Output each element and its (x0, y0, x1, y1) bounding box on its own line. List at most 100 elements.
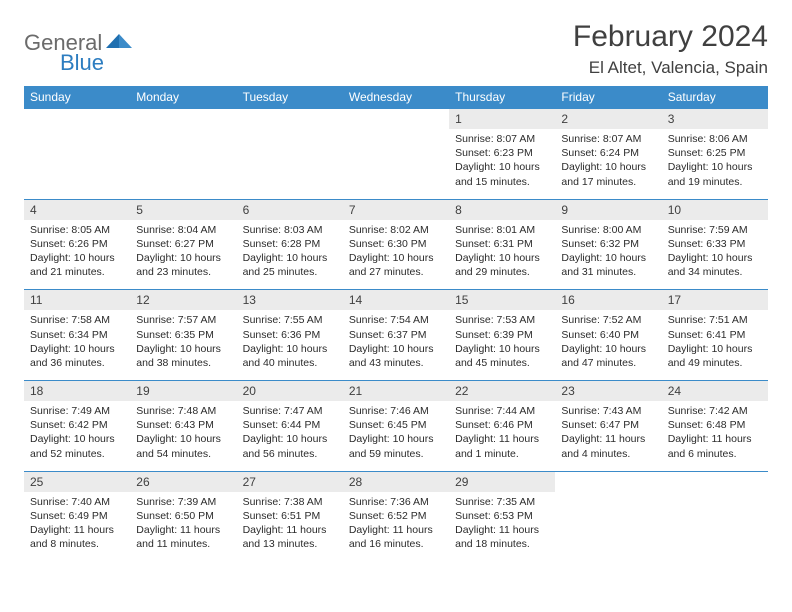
day-header-cell: Friday (555, 86, 661, 109)
sunset-text: Sunset: 6:25 PM (668, 146, 762, 160)
data-row: Sunrise: 8:05 AMSunset: 6:26 PMDaylight:… (24, 220, 768, 290)
sunrise-text: Sunrise: 8:06 AM (668, 132, 762, 146)
daylight-text-2: and 43 minutes. (349, 356, 443, 370)
daylight-text-2: and 36 minutes. (30, 356, 124, 370)
data-cell: Sunrise: 7:55 AMSunset: 6:36 PMDaylight:… (237, 310, 343, 380)
sunset-text: Sunset: 6:43 PM (136, 418, 230, 432)
day-header-cell: Monday (130, 86, 236, 109)
sunset-text: Sunset: 6:24 PM (561, 146, 655, 160)
data-cell: Sunrise: 7:44 AMSunset: 6:46 PMDaylight:… (449, 401, 555, 471)
daylight-text-2: and 13 minutes. (243, 537, 337, 551)
sunset-text: Sunset: 6:48 PM (668, 418, 762, 432)
date-cell: 17 (662, 290, 768, 311)
sunset-text: Sunset: 6:35 PM (136, 328, 230, 342)
date-cell: 19 (130, 381, 236, 402)
sunset-text: Sunset: 6:31 PM (455, 237, 549, 251)
daylight-text-2: and 29 minutes. (455, 265, 549, 279)
day-header-cell: Saturday (662, 86, 768, 109)
date-cell (662, 471, 768, 492)
sunrise-text: Sunrise: 7:58 AM (30, 313, 124, 327)
data-cell: Sunrise: 7:54 AMSunset: 6:37 PMDaylight:… (343, 310, 449, 380)
sunset-text: Sunset: 6:42 PM (30, 418, 124, 432)
daylight-text-1: Daylight: 10 hours (349, 432, 443, 446)
date-row: 2526272829 (24, 471, 768, 492)
sunset-text: Sunset: 6:52 PM (349, 509, 443, 523)
sunset-text: Sunset: 6:49 PM (30, 509, 124, 523)
sunset-text: Sunset: 6:23 PM (455, 146, 549, 160)
sunrise-text: Sunrise: 8:02 AM (349, 223, 443, 237)
day-header-cell: Thursday (449, 86, 555, 109)
daylight-text-1: Daylight: 10 hours (30, 251, 124, 265)
daylight-text-1: Daylight: 10 hours (455, 342, 549, 356)
data-cell: Sunrise: 7:59 AMSunset: 6:33 PMDaylight:… (662, 220, 768, 290)
logo-text-blue: Blue (60, 50, 104, 76)
daylight-text-2: and 18 minutes. (455, 537, 549, 551)
data-cell: Sunrise: 8:06 AMSunset: 6:25 PMDaylight:… (662, 129, 768, 199)
sunset-text: Sunset: 6:30 PM (349, 237, 443, 251)
sunrise-text: Sunrise: 7:47 AM (243, 404, 337, 418)
date-cell: 18 (24, 381, 130, 402)
daylight-text-1: Daylight: 11 hours (561, 432, 655, 446)
sunrise-text: Sunrise: 7:59 AM (668, 223, 762, 237)
data-cell: Sunrise: 7:40 AMSunset: 6:49 PMDaylight:… (24, 492, 130, 562)
sunset-text: Sunset: 6:32 PM (561, 237, 655, 251)
daylight-text-2: and 15 minutes. (455, 175, 549, 189)
date-cell: 6 (237, 199, 343, 220)
date-row: 11121314151617 (24, 290, 768, 311)
daylight-text-1: Daylight: 10 hours (243, 251, 337, 265)
date-cell (343, 109, 449, 130)
sunrise-text: Sunrise: 7:46 AM (349, 404, 443, 418)
date-row: 18192021222324 (24, 381, 768, 402)
day-header-cell: Sunday (24, 86, 130, 109)
sunset-text: Sunset: 6:36 PM (243, 328, 337, 342)
date-cell: 16 (555, 290, 661, 311)
date-cell: 7 (343, 199, 449, 220)
sunrise-text: Sunrise: 8:04 AM (136, 223, 230, 237)
daylight-text-2: and 17 minutes. (561, 175, 655, 189)
data-cell: Sunrise: 7:52 AMSunset: 6:40 PMDaylight:… (555, 310, 661, 380)
data-cell: Sunrise: 8:03 AMSunset: 6:28 PMDaylight:… (237, 220, 343, 290)
date-cell: 4 (24, 199, 130, 220)
daylight-text-1: Daylight: 11 hours (243, 523, 337, 537)
date-cell: 25 (24, 471, 130, 492)
daylight-text-2: and 45 minutes. (455, 356, 549, 370)
daylight-text-2: and 4 minutes. (561, 447, 655, 461)
date-cell (130, 109, 236, 130)
daylight-text-1: Daylight: 10 hours (243, 342, 337, 356)
sunset-text: Sunset: 6:37 PM (349, 328, 443, 342)
daylight-text-1: Daylight: 11 hours (136, 523, 230, 537)
date-cell: 9 (555, 199, 661, 220)
date-cell: 15 (449, 290, 555, 311)
data-cell (555, 492, 661, 562)
date-cell: 23 (555, 381, 661, 402)
daylight-text-1: Daylight: 10 hours (668, 160, 762, 174)
data-cell: Sunrise: 7:47 AMSunset: 6:44 PMDaylight:… (237, 401, 343, 471)
day-header-cell: Tuesday (237, 86, 343, 109)
daylight-text-2: and 23 minutes. (136, 265, 230, 279)
daylight-text-1: Daylight: 10 hours (136, 432, 230, 446)
daylight-text-2: and 31 minutes. (561, 265, 655, 279)
sunset-text: Sunset: 6:44 PM (243, 418, 337, 432)
daylight-text-2: and 34 minutes. (668, 265, 762, 279)
daylight-text-1: Daylight: 11 hours (455, 432, 549, 446)
sunset-text: Sunset: 6:51 PM (243, 509, 337, 523)
sunrise-text: Sunrise: 7:38 AM (243, 495, 337, 509)
sunrise-text: Sunrise: 7:48 AM (136, 404, 230, 418)
date-cell (237, 109, 343, 130)
data-cell: Sunrise: 8:07 AMSunset: 6:23 PMDaylight:… (449, 129, 555, 199)
date-cell: 8 (449, 199, 555, 220)
data-cell: Sunrise: 7:57 AMSunset: 6:35 PMDaylight:… (130, 310, 236, 380)
daylight-text-1: Daylight: 10 hours (668, 251, 762, 265)
date-cell: 22 (449, 381, 555, 402)
daylight-text-2: and 54 minutes. (136, 447, 230, 461)
date-cell (555, 471, 661, 492)
date-cell: 14 (343, 290, 449, 311)
daylight-text-2: and 47 minutes. (561, 356, 655, 370)
daylight-text-2: and 1 minute. (455, 447, 549, 461)
daylight-text-1: Daylight: 10 hours (136, 251, 230, 265)
daylight-text-1: Daylight: 10 hours (561, 160, 655, 174)
logo: General Blue (24, 20, 134, 56)
date-cell: 28 (343, 471, 449, 492)
title-block: February 2024 El Altet, Valencia, Spain (573, 20, 768, 78)
daylight-text-1: Daylight: 10 hours (349, 251, 443, 265)
